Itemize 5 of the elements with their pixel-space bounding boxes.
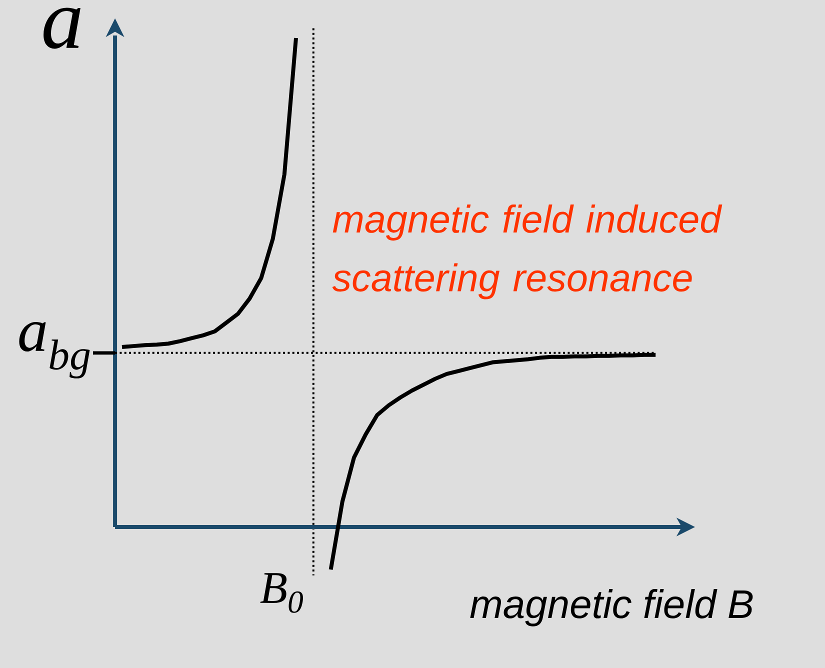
y-axis-title: a <box>44 8 80 49</box>
text: B$_{0}$ <box>260 573 303 613</box>
annotation: magnetic field induced scattering resonance <box>332 204 722 300</box>
x-axis-title: magnetic field B <box>470 589 753 626</box>
ref-line-label: a$_{bg}$ <box>19 322 90 378</box>
